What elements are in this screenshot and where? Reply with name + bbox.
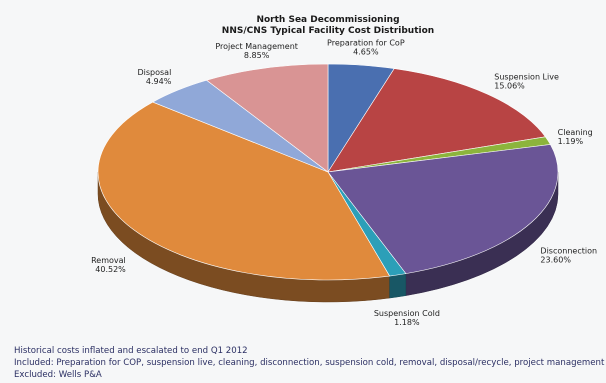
slice-label-value: 4.65% <box>353 47 379 56</box>
slice-label-value: 40.52% <box>95 265 126 274</box>
slice-label-removal: Removal 40.52% <box>91 256 126 274</box>
footnote-included: Included: Preparation for COP, suspensio… <box>14 358 605 368</box>
pie-tops <box>97 63 559 281</box>
slice-disconnection <box>327 144 559 274</box>
slice-label-name: Suspension Live <box>494 73 559 82</box>
slice-label-disposal: Disposal 4.94% <box>137 68 171 86</box>
slice-label-name: Disconnection <box>540 247 597 256</box>
slice-label-name: Removal <box>91 256 126 265</box>
slice-side-suspension-cold <box>389 273 407 299</box>
slice-label-name: Preparation for CoP <box>327 38 405 47</box>
slice-label-value: 8.85% <box>244 51 270 60</box>
slice-label-name: Cleaning <box>558 128 593 137</box>
slice-label-value: 23.60% <box>540 256 571 265</box>
slice-label-name: Suspension Cold <box>374 309 440 318</box>
slice-label-project-management: Project Management 8.85% <box>215 42 298 60</box>
slice-label-preparation-for-cop: Preparation for CoP 4.65% <box>327 38 405 56</box>
footnotes: Historical costs inflated and escalated … <box>14 345 604 381</box>
slice-label-value: 1.18% <box>394 318 420 327</box>
pie-labels: Preparation for CoP 4.65%Suspension Live 1… <box>91 38 597 327</box>
slice-removal <box>97 101 391 281</box>
slice-label-disconnection: Disconnection 23.60% <box>540 247 597 265</box>
slice-suspension-live <box>327 68 546 173</box>
slice-label-value: 4.94% <box>146 77 172 86</box>
pie-chart: North Sea Decommissioning NNS/CNS Typica… <box>91 15 597 327</box>
chart-title: North Sea Decommissioning <box>256 15 399 25</box>
footnote-basis: Historical costs inflated and escalated … <box>14 346 248 356</box>
slice-label-name: Project Management <box>215 42 298 51</box>
slice-label-cleaning: Cleaning 1.19% <box>558 128 593 146</box>
slice-label-value: 1.19% <box>558 137 584 146</box>
slice-label-value: 15.06% <box>494 82 525 91</box>
chart-subtitle: NNS/CNS Typical Facility Cost Distributi… <box>222 26 434 36</box>
slice-label-suspension-cold: Suspension Cold 1.18% <box>374 309 440 327</box>
slice-label-name: Disposal <box>137 68 171 77</box>
slice-label-suspension-live: Suspension Live 15.06% <box>494 73 559 91</box>
slice-project-management <box>205 63 329 173</box>
footnote-excluded: Excluded: Wells P&A <box>14 370 102 380</box>
